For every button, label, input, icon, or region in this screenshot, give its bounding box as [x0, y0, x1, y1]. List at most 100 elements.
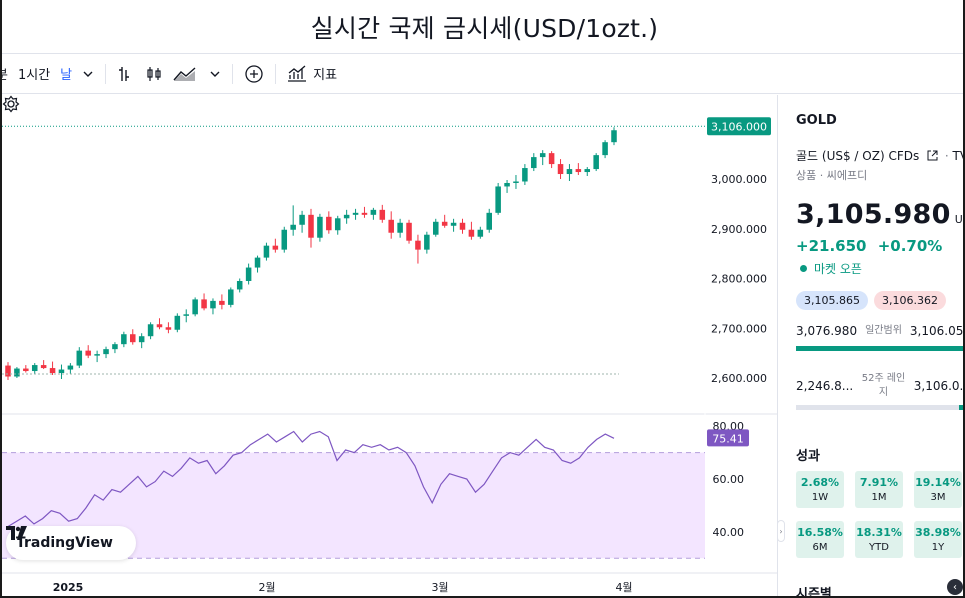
candle-body	[459, 222, 466, 230]
symbol-ticker[interactable]: GOLD	[796, 113, 837, 128]
candle-body	[5, 365, 11, 377]
candle-body	[228, 289, 234, 305]
status-dot-icon	[800, 265, 807, 272]
performance-value: 7.91%	[859, 476, 899, 489]
candle-body	[130, 334, 136, 343]
title-bar: 실시간 국제 금시세(USD/1ozt.)	[2, 0, 963, 54]
candle-body	[531, 157, 537, 169]
toolbar-cut-item[interactable]: 분	[2, 60, 13, 88]
time-axis-label: 2025	[53, 581, 84, 594]
gear-icon[interactable]	[2, 95, 20, 113]
tradingview-badge-label: TradingView	[16, 535, 113, 551]
candle-body	[504, 182, 510, 187]
candle-body	[272, 245, 279, 250]
candle-body	[352, 212, 359, 215]
symbol-details-panel: › GOLD 골드 (US$ / OZ) CFDs · TVC 상품 · 씨에프…	[777, 95, 965, 598]
performance-period: 1M	[871, 492, 887, 503]
interval-button[interactable]: 1시간	[17, 68, 51, 83]
seasonal-title: 시즌별	[796, 587, 832, 598]
year-low: 2,246.8...	[796, 379, 854, 393]
bid-price: 3,105.865	[796, 291, 868, 310]
candle-body	[326, 216, 332, 231]
scroll-button[interactable]: ‹	[947, 579, 963, 595]
toolbar-divider	[105, 63, 107, 84]
candle-body	[219, 300, 225, 305]
candle-body	[566, 169, 573, 175]
chevron-down-icon[interactable]	[204, 60, 226, 88]
performance-cell[interactable]: 7.91% 1M	[855, 471, 903, 508]
performance-grid: 2.68% 1W 7.91% 1M 19.14% 3M 16.58% 6M 18.31% YTD 3…	[796, 471, 963, 558]
candle-body	[397, 222, 403, 233]
candle-body	[121, 334, 127, 345]
rsi-tick-label: 40.00	[713, 526, 745, 539]
day-range-label: 일간범위	[865, 325, 902, 336]
performance-period: YTD	[869, 542, 889, 553]
year-range-row: 2,246.8... 52주 레인지 3,106.0...	[796, 371, 964, 401]
tradingview-badge[interactable]: TradingView	[6, 526, 136, 560]
candle-body	[486, 212, 492, 230]
year-high: 3,106.0...	[913, 379, 964, 393]
candle-body	[67, 365, 74, 370]
candle-body	[602, 142, 608, 156]
last-price: 3,105.980USD	[796, 199, 963, 230]
candle-body	[210, 300, 216, 309]
performance-value: 19.14%	[915, 476, 961, 489]
add-compare-icon[interactable]	[239, 60, 269, 88]
performance-cell[interactable]: 38.98% 1Y	[914, 521, 962, 558]
bar-chart-icon[interactable]	[112, 60, 140, 88]
candle-body	[361, 212, 368, 215]
candle-body	[548, 153, 555, 165]
price-tick-label: 2,800.000	[711, 273, 767, 286]
price-tick-label: 2,900.000	[711, 223, 767, 236]
indicators-button[interactable]: 지표	[282, 60, 342, 88]
performance-period: 6M	[812, 542, 828, 553]
area-chart-icon[interactable]	[168, 60, 204, 88]
candle-body	[290, 224, 296, 230]
time-axis-label: 4월	[615, 581, 632, 594]
page-title: 실시간 국제 금시세(USD/1ozt.)	[310, 13, 659, 43]
candle-body	[450, 222, 457, 226]
rsi-series-line	[7, 430, 615, 528]
external-link-icon[interactable]	[927, 150, 938, 161]
year-range-bar	[796, 405, 963, 410]
candle-body	[76, 350, 83, 366]
performance-value: 38.98%	[915, 526, 961, 539]
candle-body	[584, 169, 591, 173]
ask-price: 3,106.362	[873, 291, 946, 310]
range-button[interactable]: 날	[60, 68, 73, 83]
price-change: +21.650 +0.70%	[796, 237, 942, 255]
candle-body	[23, 368, 29, 372]
candle-body	[14, 368, 20, 377]
symbol-description: 골드 (US$ / OZ) CFDs · TVC	[796, 147, 963, 164]
chart-area[interactable]: 3,000.000 2,900.000 2,800.000 2,700.000 2,60…	[2, 95, 778, 598]
performance-cell[interactable]: 16.58% 6M	[796, 521, 844, 558]
candle-body	[611, 130, 617, 143]
symbol-description-text[interactable]: 골드 (US$ / OZ) CFDs	[796, 149, 920, 163]
price-chart[interactable]: 3,000.000 2,900.000 2,800.000 2,700.000 2,60…	[2, 95, 778, 598]
candle-body	[254, 257, 261, 268]
candle-body	[85, 350, 91, 356]
day-range-fill	[796, 346, 963, 351]
candle-body	[236, 280, 243, 290]
chevron-down-icon[interactable]	[77, 60, 99, 88]
performance-cell[interactable]: 19.14% 3M	[914, 471, 962, 508]
performance-cell[interactable]: 18.31% YTD	[855, 521, 903, 558]
price-tick-label: 2,700.000	[711, 322, 767, 335]
candle-body	[406, 222, 412, 241]
candle-body	[58, 369, 65, 374]
performance-cell[interactable]: 2.68% 1W	[796, 471, 844, 508]
price-fraction: 980	[893, 199, 951, 230]
day-high: 3,106.050	[909, 324, 965, 338]
panel-collapse-handle[interactable]: ›	[777, 520, 785, 542]
data-source[interactable]: TVC	[952, 149, 963, 163]
candlestick-icon[interactable]	[140, 60, 168, 88]
last-price-label: 3,106.000	[711, 120, 767, 133]
toolbar-divider	[275, 63, 277, 84]
candle-body	[441, 221, 448, 226]
candle-body	[31, 365, 38, 372]
candle-body	[513, 181, 519, 183]
candle-body	[557, 164, 564, 175]
separator-dot: ·	[944, 149, 949, 163]
day-low: 3,076.980	[796, 324, 858, 338]
